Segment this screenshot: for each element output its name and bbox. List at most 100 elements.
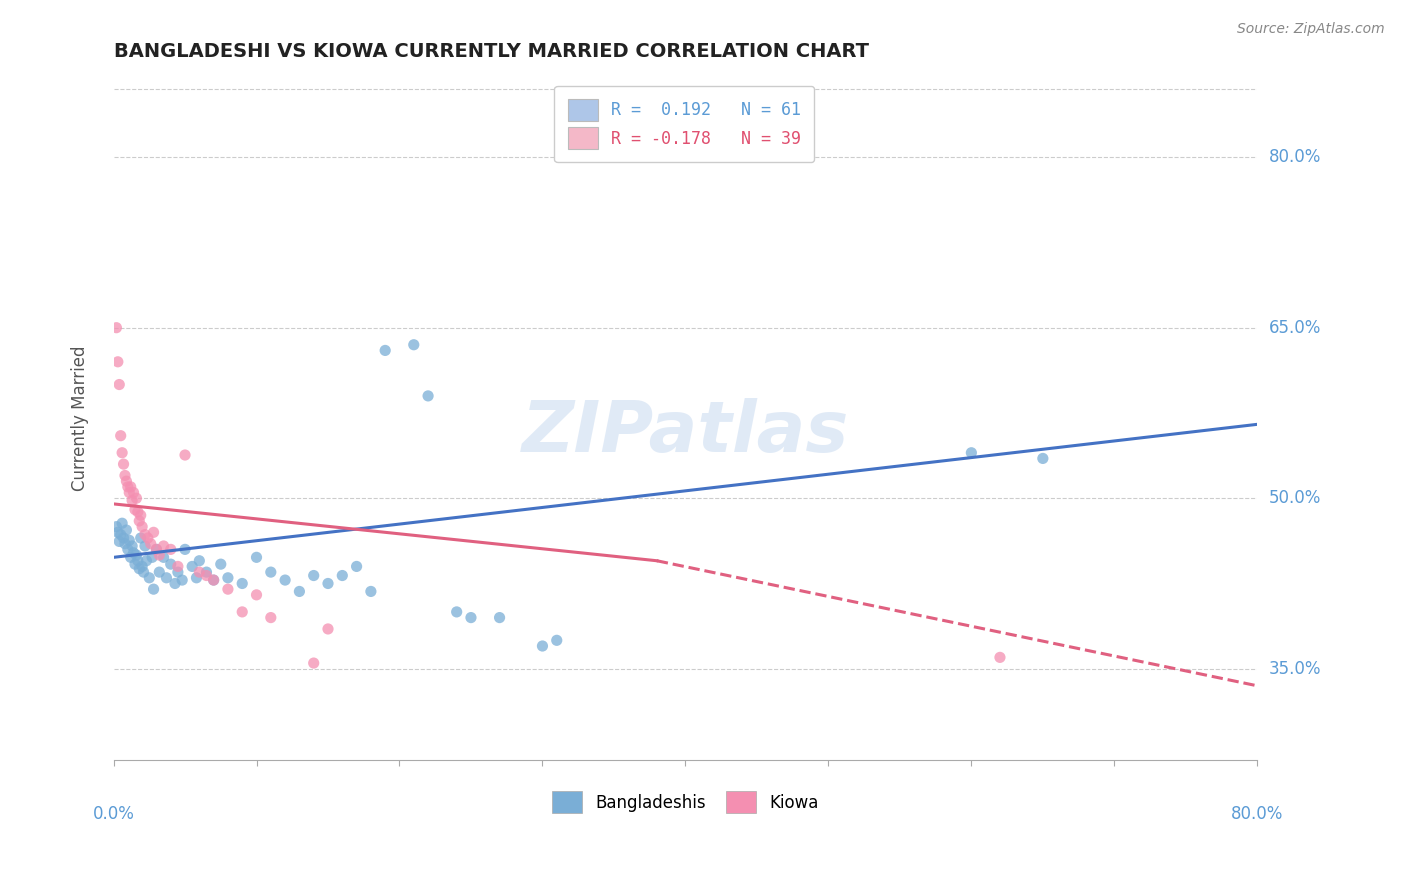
- Point: [316, 576, 339, 591]
- Point: [122, 485, 145, 500]
- Point: [245, 550, 267, 565]
- Point: [131, 559, 153, 574]
- Point: [374, 343, 396, 358]
- Point: [128, 562, 150, 576]
- Point: [120, 550, 142, 565]
- Text: 80.0%: 80.0%: [1268, 148, 1322, 166]
- Point: [155, 571, 177, 585]
- Point: [112, 457, 135, 471]
- Point: [124, 502, 146, 516]
- Point: [188, 565, 211, 579]
- Point: [124, 557, 146, 571]
- Point: [111, 516, 134, 531]
- Point: [115, 523, 138, 537]
- Legend: Bangladeshis, Kiowa: Bangladeshis, Kiowa: [546, 785, 825, 820]
- Point: [174, 542, 197, 557]
- Point: [163, 576, 186, 591]
- Point: [288, 584, 311, 599]
- Point: [181, 559, 204, 574]
- Text: ZIPatlas: ZIPatlas: [522, 398, 849, 467]
- Point: [416, 389, 439, 403]
- Point: [138, 571, 160, 585]
- Point: [152, 550, 174, 565]
- Point: [120, 480, 142, 494]
- Point: [117, 542, 139, 557]
- Point: [115, 474, 138, 488]
- Text: 50.0%: 50.0%: [1268, 489, 1322, 508]
- Point: [131, 519, 153, 533]
- Point: [136, 531, 159, 545]
- Text: Source: ZipAtlas.com: Source: ZipAtlas.com: [1237, 22, 1385, 37]
- Point: [988, 650, 1011, 665]
- Point: [117, 480, 139, 494]
- Text: 0.0%: 0.0%: [93, 805, 135, 823]
- Point: [125, 491, 148, 506]
- Point: [107, 355, 129, 369]
- Y-axis label: Currently Married: Currently Married: [72, 346, 89, 491]
- Point: [127, 505, 149, 519]
- Point: [112, 531, 135, 545]
- Point: [159, 542, 181, 557]
- Point: [174, 448, 197, 462]
- Point: [186, 571, 208, 585]
- Point: [302, 568, 325, 582]
- Point: [245, 588, 267, 602]
- Point: [141, 550, 163, 565]
- Point: [274, 573, 297, 587]
- Point: [202, 573, 225, 587]
- Point: [360, 584, 382, 599]
- Point: [460, 610, 482, 624]
- Point: [330, 568, 353, 582]
- Point: [172, 573, 194, 587]
- Point: [960, 446, 983, 460]
- Text: 65.0%: 65.0%: [1268, 318, 1322, 336]
- Point: [121, 493, 143, 508]
- Point: [302, 656, 325, 670]
- Point: [531, 639, 554, 653]
- Point: [121, 539, 143, 553]
- Point: [217, 571, 239, 585]
- Point: [118, 485, 141, 500]
- Point: [129, 508, 152, 523]
- Point: [346, 559, 368, 574]
- Point: [195, 565, 218, 579]
- Point: [167, 559, 190, 574]
- Point: [111, 446, 134, 460]
- Point: [134, 527, 156, 541]
- Point: [260, 610, 283, 624]
- Point: [139, 537, 162, 551]
- Point: [125, 548, 148, 562]
- Text: 35.0%: 35.0%: [1268, 660, 1322, 678]
- Point: [446, 605, 468, 619]
- Point: [148, 548, 170, 562]
- Point: [118, 533, 141, 548]
- Point: [316, 622, 339, 636]
- Point: [132, 565, 155, 579]
- Point: [114, 537, 136, 551]
- Point: [135, 554, 157, 568]
- Point: [231, 576, 253, 591]
- Point: [202, 573, 225, 587]
- Point: [142, 525, 165, 540]
- Point: [546, 633, 568, 648]
- Point: [107, 525, 129, 540]
- Point: [152, 539, 174, 553]
- Point: [108, 377, 131, 392]
- Point: [195, 568, 218, 582]
- Point: [1032, 451, 1054, 466]
- Point: [188, 554, 211, 568]
- Point: [129, 531, 152, 545]
- Point: [105, 320, 128, 334]
- Point: [108, 534, 131, 549]
- Point: [159, 557, 181, 571]
- Point: [145, 542, 167, 557]
- Point: [122, 546, 145, 560]
- Point: [105, 519, 128, 533]
- Point: [148, 565, 170, 579]
- Point: [402, 337, 425, 351]
- Point: [488, 610, 510, 624]
- Point: [209, 557, 232, 571]
- Point: [231, 605, 253, 619]
- Text: BANGLADESHI VS KIOWA CURRENTLY MARRIED CORRELATION CHART: BANGLADESHI VS KIOWA CURRENTLY MARRIED C…: [114, 42, 869, 61]
- Point: [110, 428, 132, 442]
